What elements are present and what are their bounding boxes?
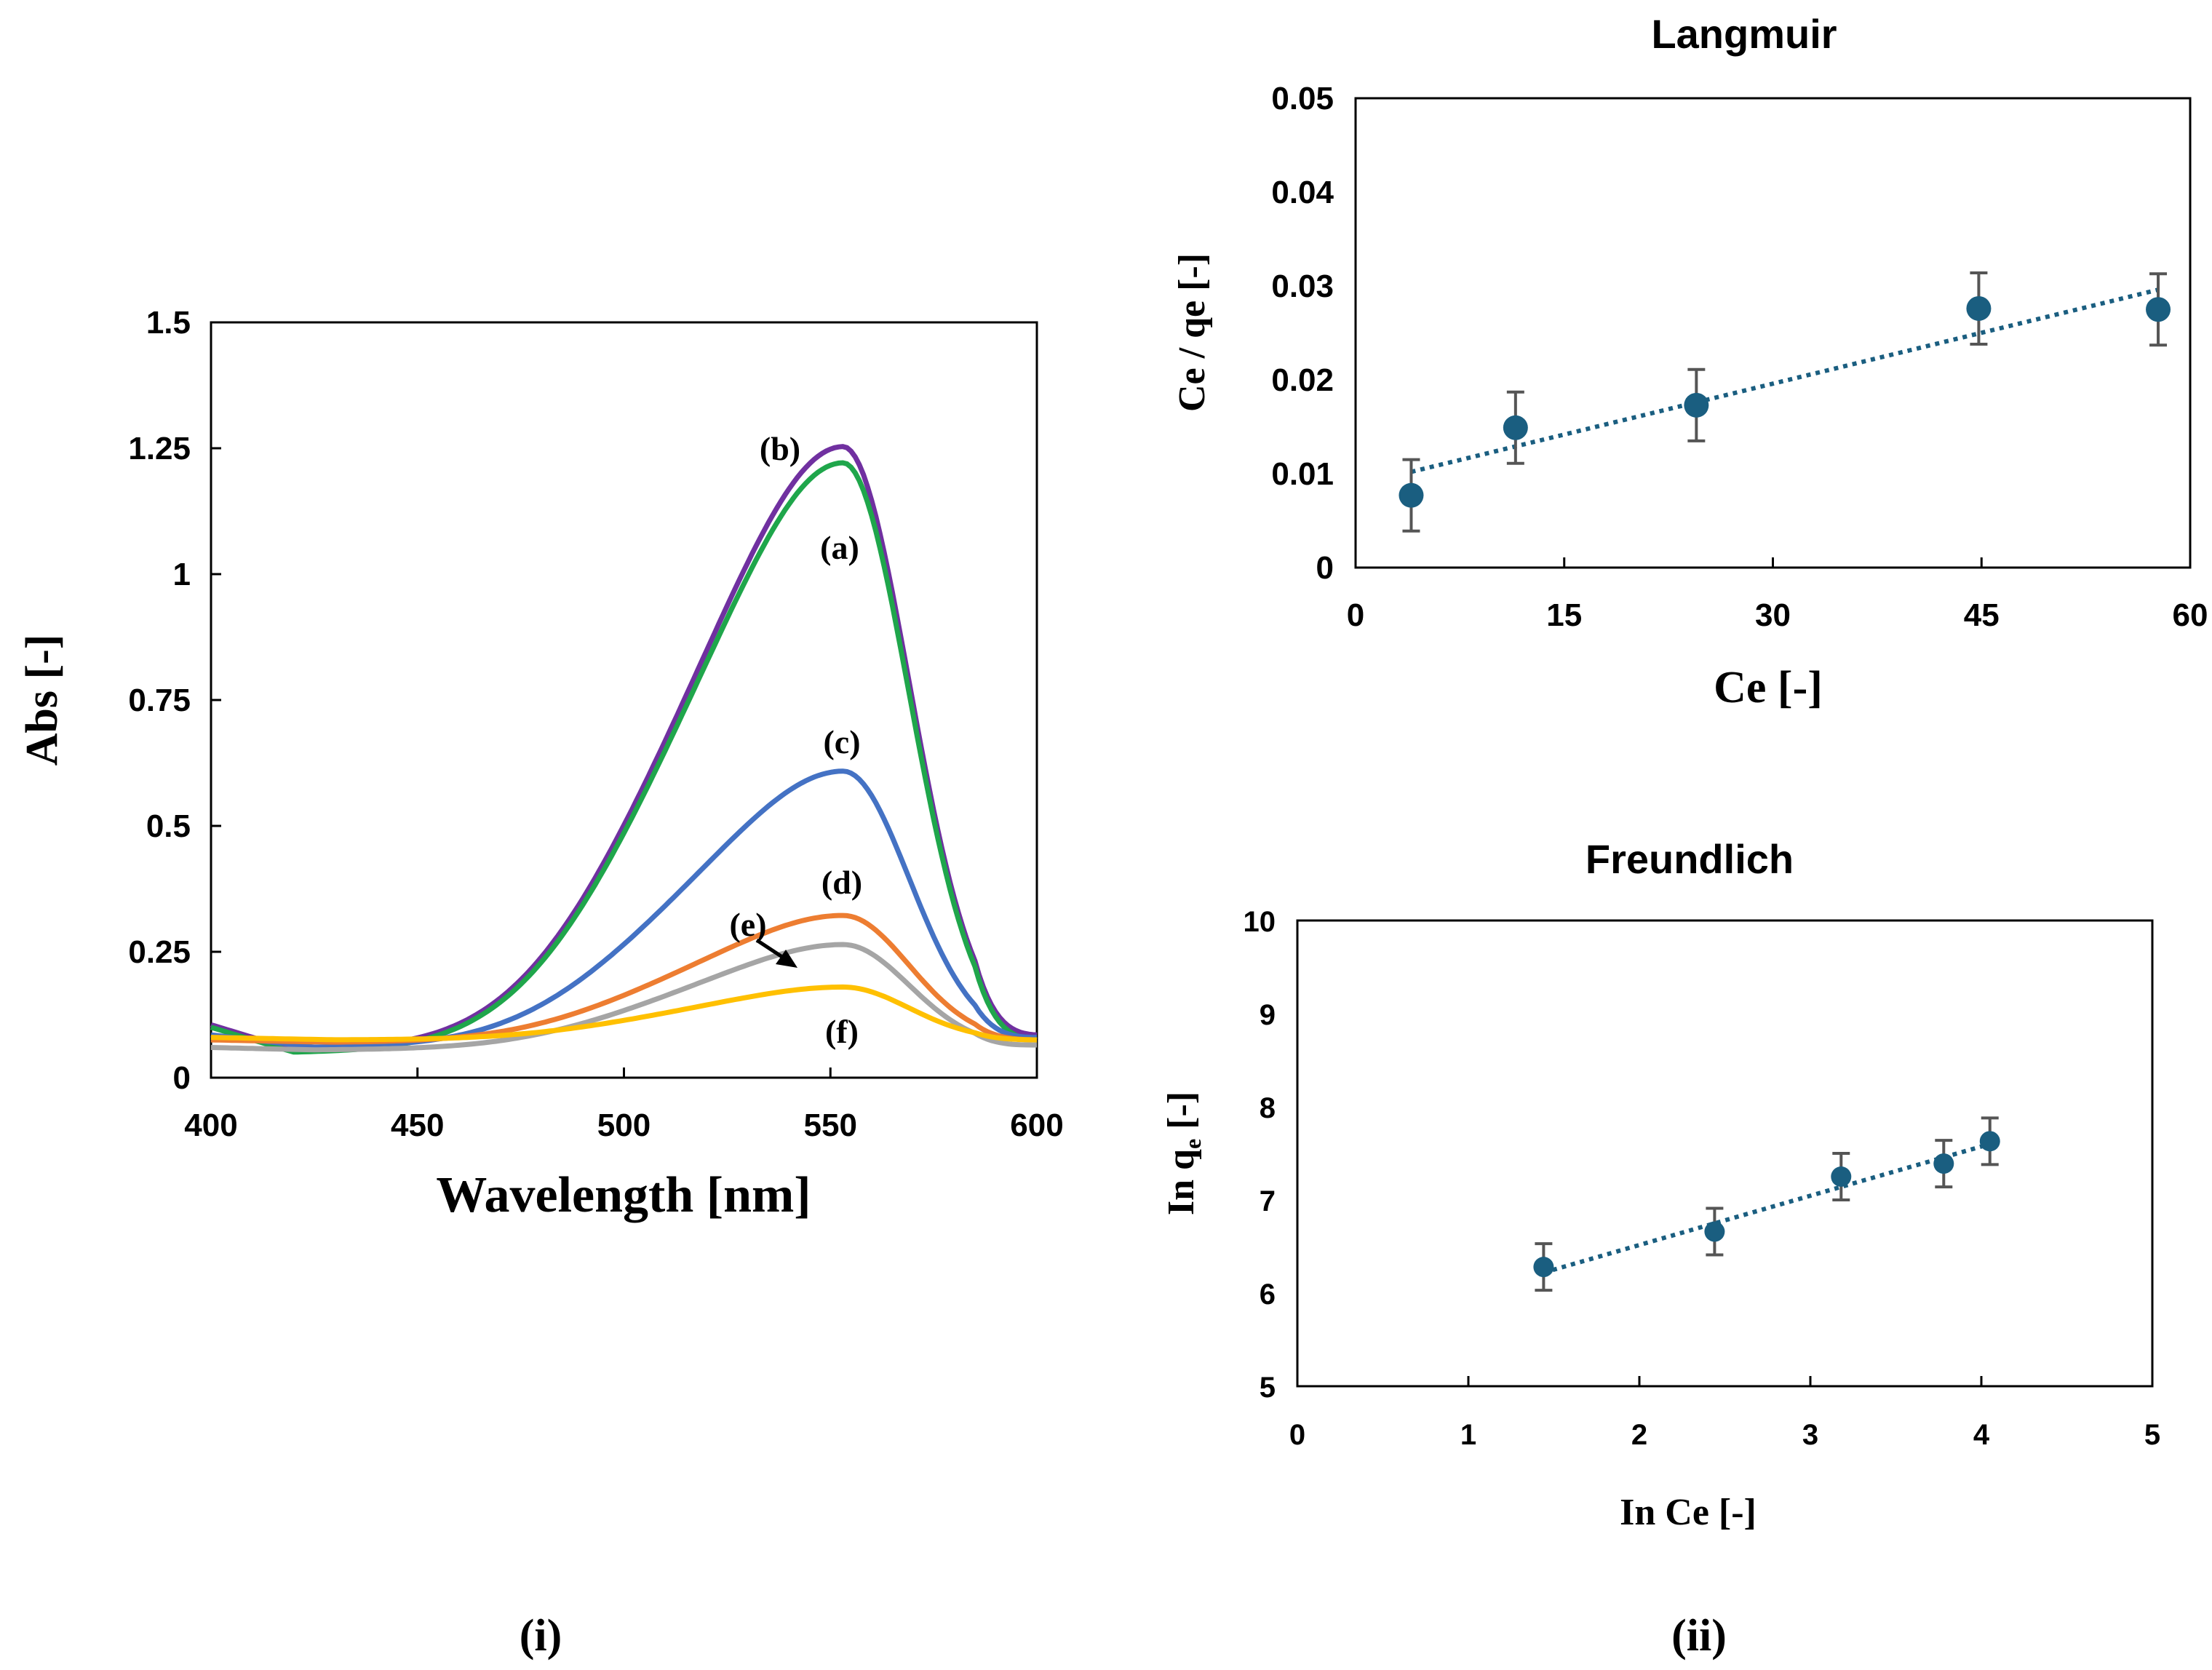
freundlich-x-tick-label: 0 xyxy=(1289,1419,1305,1451)
langmuir-x-tick-label: 60 xyxy=(2173,597,2208,633)
langmuir-x-ticks: 0 15 30 45 60 xyxy=(1347,557,2208,633)
curve-label-e: (e) xyxy=(729,906,766,943)
spectra-x-ticks: 400 450 500 550 600 xyxy=(184,1067,1064,1143)
freundlich-y-ticks: 5 6 7 8 9 10 xyxy=(1244,906,1276,1404)
spectra-y-tick-label: 0 xyxy=(173,1060,191,1096)
freundlich-y-label-main: In q xyxy=(1161,1149,1202,1215)
freundlich-x-tick-label: 4 xyxy=(1973,1419,1990,1451)
spectra-x-tick-label: 550 xyxy=(804,1108,857,1143)
curve-label-b: (b) xyxy=(760,430,800,467)
freundlich-chart: Freundlich 5 6 7 8 9 10 0 1 2 3 4 5 In Ce [-] In q… xyxy=(1161,836,2160,1533)
freundlich-data-point xyxy=(1979,1131,2000,1152)
langmuir-y-tick-label: 0.03 xyxy=(1271,269,1334,304)
spectra-y-tick-label: 0.75 xyxy=(128,683,191,718)
freundlich-y-label-sub: e xyxy=(1179,1139,1206,1149)
freundlich-x-tick-label: 5 xyxy=(2144,1419,2160,1451)
freundlich-x-ticks: 0 1 2 3 4 5 xyxy=(1289,1376,2160,1451)
spectra-y-tick-label: 1.5 xyxy=(146,305,191,341)
arrow-icon xyxy=(755,938,797,968)
freundlich-y-axis-label: In qe [-] xyxy=(1161,1092,1206,1215)
spectra-x-tick-label: 400 xyxy=(184,1108,237,1143)
langmuir-x-tick-label: 45 xyxy=(1964,597,2000,633)
freundlich-y-tick-label: 9 xyxy=(1260,999,1276,1031)
langmuir-x-tick-label: 0 xyxy=(1347,597,1364,633)
langmuir-data-point xyxy=(2146,297,2171,322)
spectra-y-tick-label: 1 xyxy=(173,557,191,592)
spectra-y-tick-label: 1.25 xyxy=(128,431,191,466)
langmuir-y-tick-label: 0.02 xyxy=(1271,362,1334,398)
freundlich-y-tick-label: 7 xyxy=(1260,1185,1276,1217)
langmuir-x-axis-label: Ce [-] xyxy=(1714,663,1823,712)
curve-label-f: (f) xyxy=(825,1013,859,1050)
spectrum-curve-e xyxy=(210,942,1038,1053)
freundlich-x-tick-label: 3 xyxy=(1802,1419,1818,1451)
langmuir-y-axis-label: Ce / qe [-] xyxy=(1171,253,1213,412)
langmuir-plot-area xyxy=(1354,97,2192,569)
curve-label-a: (a) xyxy=(820,529,859,566)
freundlich-y-tick-label: 6 xyxy=(1260,1279,1276,1311)
spectra-chart: 0 0.25 0.5 0.75 1 1.25 1.5 400 450 500 550 600 Wav… xyxy=(17,305,1064,1223)
spectra-x-tick-label: 450 xyxy=(391,1108,444,1143)
freundlich-y-tick-label: 8 xyxy=(1260,1092,1276,1124)
spectrum-curve-f xyxy=(210,984,1038,1043)
langmuir-x-tick-label: 30 xyxy=(1755,597,1791,633)
panel-label-i: (i) xyxy=(520,1611,562,1661)
spectrum-curve-c xyxy=(210,768,1037,1050)
freundlich-plot-area xyxy=(1296,919,2154,1388)
freundlich-x-tick-label: 2 xyxy=(1631,1419,1647,1451)
curve-label-d: (d) xyxy=(821,864,862,901)
freundlich-y-tick-label: 5 xyxy=(1260,1372,1276,1404)
langmuir-data-point xyxy=(1503,415,1528,440)
langmuir-y-tick-label: 0.05 xyxy=(1271,81,1334,116)
freundlich-data-point xyxy=(1533,1257,1554,1278)
spectra-x-tick-label: 500 xyxy=(597,1108,651,1143)
spectra-x-axis-label: Wavelength [nm] xyxy=(436,1167,811,1223)
freundlich-x-tick-label: 1 xyxy=(1460,1419,1476,1451)
langmuir-y-ticks: 0 0.01 0.02 0.03 0.04 0.05 xyxy=(1271,81,1334,586)
freundlich-data-point xyxy=(1704,1221,1725,1242)
langmuir-data-point xyxy=(1684,392,1709,418)
spectra-y-axis-label: Abs [-] xyxy=(17,635,67,766)
freundlich-data-point xyxy=(1933,1153,1954,1174)
spectra-series xyxy=(210,444,1038,1055)
freundlich-data-point xyxy=(1831,1166,1852,1187)
spectra-y-tick-label: 0.25 xyxy=(128,934,191,970)
freundlich-y-label-suffix: [-] xyxy=(1161,1092,1202,1139)
langmuir-title: Langmuir xyxy=(1651,11,1837,57)
panel-label-ii: (ii) xyxy=(1671,1611,1727,1661)
freundlich-points xyxy=(1533,1116,2000,1292)
spectra-y-ticks: 0 0.25 0.5 0.75 1 1.25 1.5 xyxy=(128,305,221,1096)
langmuir-data-point xyxy=(1966,295,1992,321)
freundlich-x-axis-label: In Ce [-] xyxy=(1620,1492,1757,1533)
langmuir-chart: Langmuir 0 0.01 0.02 0.03 0.04 0.05 0 15 30 45 60… xyxy=(1171,11,2208,712)
spectra-y-tick-label: 0.5 xyxy=(146,808,191,844)
langmuir-y-tick-label: 0.04 xyxy=(1271,175,1334,210)
freundlich-trendline-path xyxy=(1543,1142,1991,1275)
langmuir-y-tick-label: 0 xyxy=(1316,550,1334,586)
freundlich-title: Freundlich xyxy=(1586,836,1794,882)
langmuir-y-tick-label: 0.01 xyxy=(1271,456,1334,492)
langmuir-x-tick-label: 15 xyxy=(1546,597,1582,633)
langmuir-data-point xyxy=(1399,482,1424,508)
langmuir-points xyxy=(1399,271,2171,533)
curve-label-c: (c) xyxy=(823,723,860,760)
spectra-x-tick-label: 600 xyxy=(1010,1108,1063,1143)
freundlich-y-tick-label: 10 xyxy=(1244,906,1276,938)
freundlich-trendline xyxy=(1543,1142,1991,1275)
